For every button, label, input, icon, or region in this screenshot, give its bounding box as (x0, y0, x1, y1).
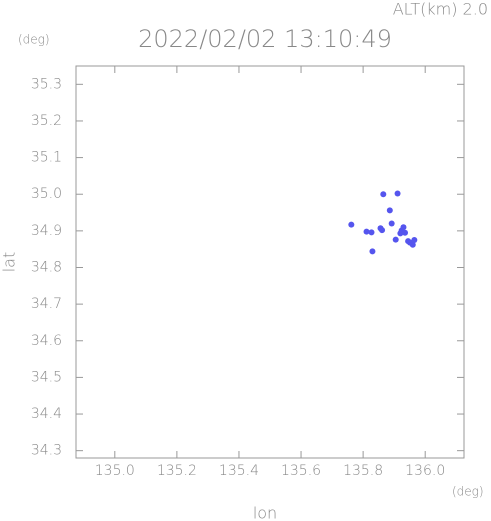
echo-point (388, 220, 395, 227)
x-tick-label: 135.8 (343, 463, 383, 479)
echo-point (392, 236, 399, 243)
y-tick-label: 35.1 (31, 150, 62, 166)
y-unit: (deg) (18, 33, 50, 47)
y-tick-label: 35.3 (31, 76, 62, 92)
x-label: lon (253, 504, 277, 521)
x-tick-label: 135.4 (219, 463, 259, 479)
y-tick-label: 34.4 (31, 406, 62, 422)
echo-point (379, 227, 386, 234)
x-tick-label: 136.0 (405, 463, 445, 479)
x-tick-label: 135.6 (281, 463, 321, 479)
y-tick-label: 34.7 (31, 296, 62, 312)
echo-point (394, 190, 401, 197)
x-unit: (deg) (452, 485, 484, 499)
y-tick-label: 34.6 (31, 333, 62, 349)
echo-point (348, 221, 355, 228)
y-tick-label: 35.0 (31, 186, 62, 202)
x-tick-label: 135.2 (157, 463, 197, 479)
echo-point (405, 238, 412, 245)
y-tick-label: 34.9 (31, 223, 62, 239)
y-tick-label: 34.8 (31, 259, 62, 275)
echo-point (411, 237, 418, 244)
echo-point (369, 248, 376, 255)
echo-point (380, 191, 387, 198)
subtitle: ALT(km) 2.0 (393, 0, 488, 19)
echo-point (402, 229, 409, 236)
echo-point (363, 228, 370, 235)
echo-point (397, 230, 404, 237)
echo-point (409, 241, 416, 248)
y-tick-label: 35.2 (31, 113, 62, 129)
echo-point (386, 207, 393, 214)
plot-frame (75, 65, 465, 459)
y-label: lat (0, 252, 19, 273)
y-tick-label: 34.5 (31, 369, 62, 385)
y-tick-label: 34.3 (31, 443, 62, 459)
chart-title: 2022/02/02 13:10:49 (138, 25, 392, 53)
echo-point (400, 224, 407, 231)
echo-point (368, 229, 375, 236)
x-tick-label: 135.0 (95, 463, 135, 479)
